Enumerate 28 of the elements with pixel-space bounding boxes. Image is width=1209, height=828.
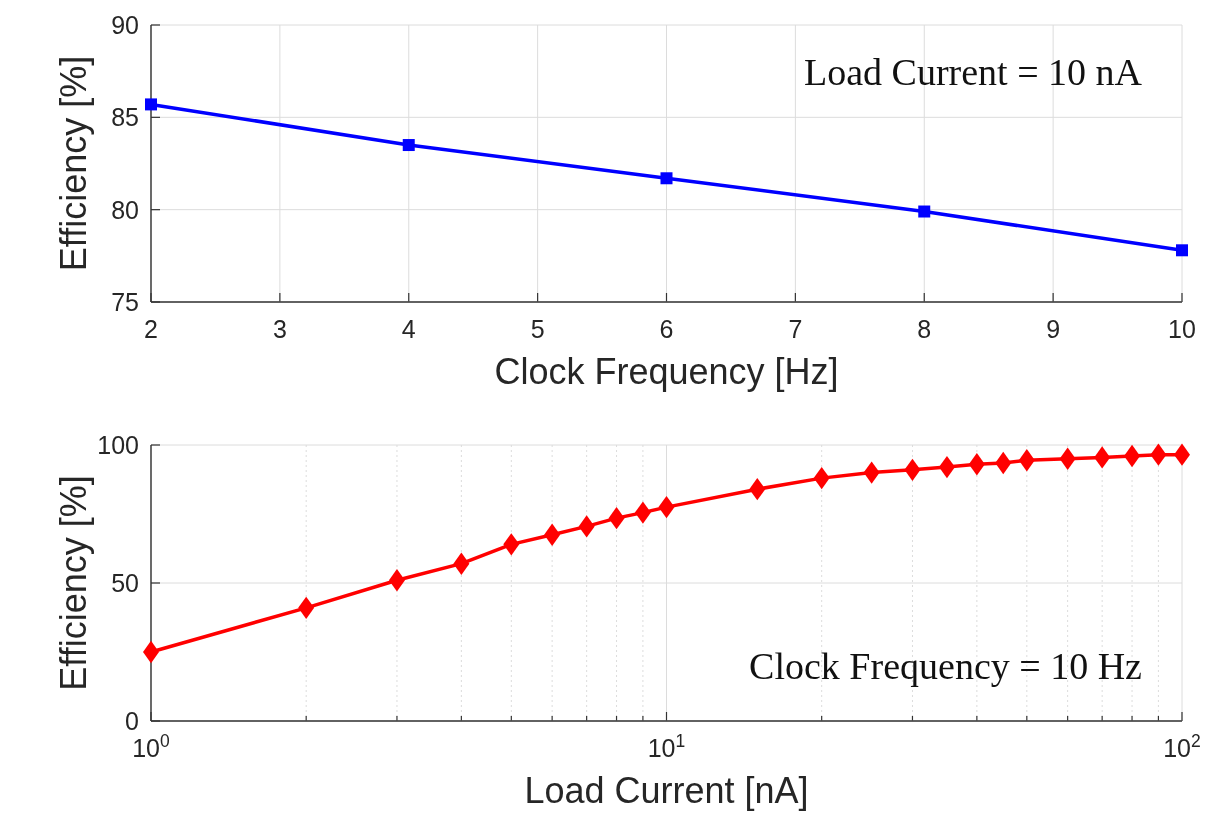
x-axis-title: Clock Frequency [Hz] bbox=[494, 351, 839, 392]
point bbox=[918, 205, 931, 218]
x-tick-label: 6 bbox=[659, 315, 674, 343]
x-tick-label: 10 bbox=[1168, 315, 1196, 343]
x-tick-label: 4 bbox=[401, 315, 416, 343]
point bbox=[660, 172, 673, 185]
point bbox=[402, 139, 415, 152]
y-axis-title: Efficiency [%] bbox=[53, 55, 94, 272]
y-tick-label: 85 bbox=[111, 103, 139, 132]
x-tick-label: 7 bbox=[788, 315, 803, 343]
x-tick-label: 5 bbox=[530, 315, 545, 343]
y-tick-label: 75 bbox=[111, 288, 139, 316]
x-tick-label: 3 bbox=[272, 315, 287, 343]
x-tick-label: 2 bbox=[144, 315, 158, 343]
y-tick-label: 80 bbox=[111, 195, 139, 224]
x-axis-title: Load Current [nA] bbox=[524, 770, 809, 811]
point bbox=[1176, 244, 1188, 257]
annotation: Load Current = 10 nA bbox=[803, 51, 1143, 93]
x-tick-label: 8 bbox=[917, 315, 932, 343]
y-tick-label: 50 bbox=[111, 569, 139, 597]
point bbox=[145, 98, 157, 111]
annotation: Clock Frequency = 10 Hz bbox=[749, 645, 1142, 687]
y-axis-title: Efficiency [%] bbox=[53, 475, 94, 691]
y-tick-label: 100 bbox=[97, 431, 139, 459]
x-tick-label: 9 bbox=[1046, 315, 1061, 343]
x-tick-label: 10$^{1}$ bbox=[647, 731, 686, 762]
y-tick-label: 90 bbox=[111, 11, 139, 39]
x-tick-label: 10$^{2}$ bbox=[1163, 731, 1201, 762]
